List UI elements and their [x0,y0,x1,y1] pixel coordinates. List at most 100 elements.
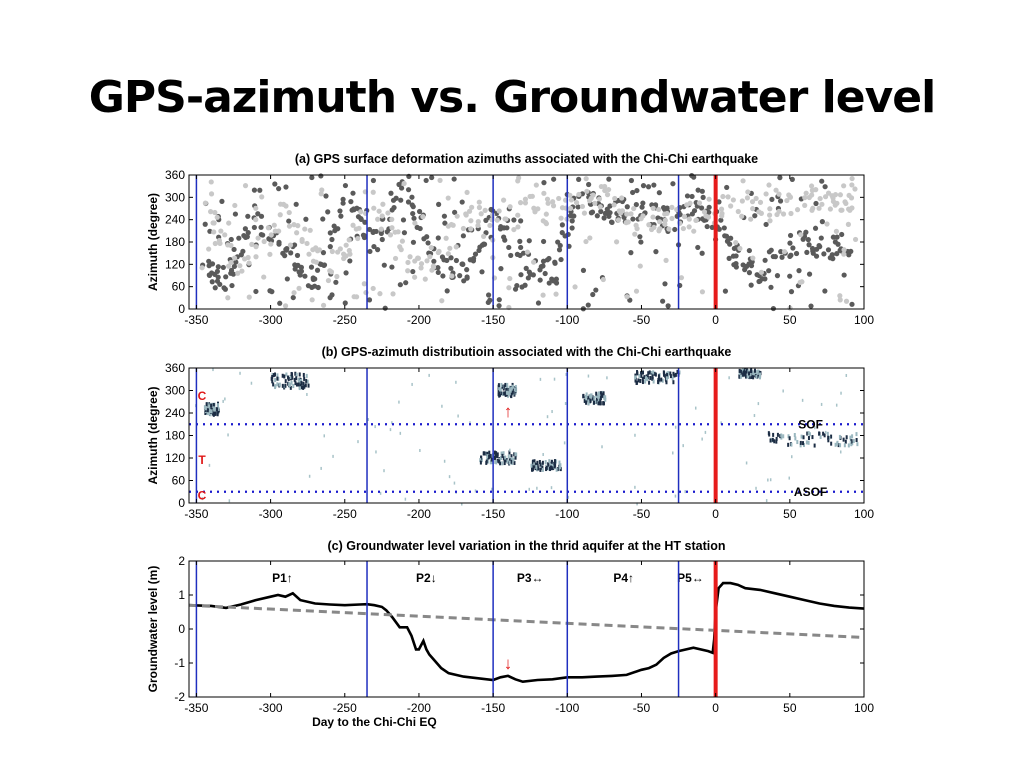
heatmap-cell [660,377,663,382]
scatter-point [410,268,416,275]
scatter-point [321,262,328,268]
scatter-point [410,239,417,245]
heatmap-cell [295,372,298,377]
scatter-point [395,229,401,235]
scatter-point [277,212,283,218]
heatmap-cell [239,371,241,375]
x-tick-label: -100 [555,313,579,327]
scatter-point [409,194,415,200]
scatter-point [537,277,543,283]
heatmap-cell [775,439,778,444]
heatmap-cell [210,409,213,414]
scatter-point [271,222,277,228]
heatmap-cell [398,400,400,404]
scatter-point [209,279,215,285]
scatter-point [660,298,666,304]
heatmap-cell [500,382,503,387]
scatter-point [518,244,524,251]
reference-line-label: ASOF [794,485,827,499]
heatmap-cell [550,459,553,464]
scatter-point [637,234,643,240]
heatmap-cell [250,381,253,385]
heatmap-cell [850,442,853,447]
heatmap-cell [411,382,413,386]
heatmap-cell [502,451,505,456]
scatter-point [535,300,542,306]
y-tick-label: -1 [174,656,185,670]
scatter-point [449,273,455,279]
scatter-point [583,238,589,245]
scatter-point [333,279,339,285]
heatmap-cell [498,386,501,391]
scatter-point [526,238,532,244]
heatmap-cell [744,370,747,375]
x-tick-label: -100 [555,701,579,715]
scatter-point [291,290,297,296]
scatter-point [777,175,783,181]
heatmap-cell [839,450,842,454]
scatter-point [253,217,259,223]
period-label: P5↔ [677,571,704,585]
scatter-point [669,204,675,210]
heatmap-cell [765,499,768,503]
heatmap-cell [676,369,679,374]
scatter-point [370,189,376,195]
y-tick-label: 240 [165,213,185,227]
heatmap-cell [587,374,590,378]
scatter-point [750,206,756,212]
heatmap-cell [419,448,421,452]
heatmap-cell [827,435,830,440]
heatmap-cell [855,438,858,443]
heatmap-cell [758,372,761,377]
heatmap-cell [530,463,533,468]
scatter-point [371,243,377,250]
heatmap-cell [539,377,542,381]
scatter-point [819,219,825,225]
heatmap-cell [555,467,558,472]
heatmap-cell [558,460,561,465]
y-axis-label: Azimuth (degree) [146,386,160,484]
scatter-point [852,186,858,192]
scatter-point [304,240,310,247]
heatmap-cell [485,459,488,464]
heatmap-cell [514,452,517,457]
scatter-point [283,246,289,253]
scatter-point [463,212,469,218]
heatmap-cell [548,459,551,464]
heatmap-cell [208,409,211,414]
heatmap-cell [332,454,334,458]
heatmap-cell [306,379,309,384]
chart-title: (a) GPS surface deformation azimuths ass… [295,152,758,166]
scatter-point [746,270,753,276]
heatmap-cell [489,460,492,465]
scatter-point [630,216,636,222]
scatter-point [691,228,697,234]
y-tick-label: 2 [178,554,185,568]
scatter-point [412,220,418,226]
scatter-point [788,252,794,258]
heatmap-cell [539,462,542,467]
heatmap-cell [652,379,655,384]
scatter-point [253,288,259,295]
scatter-point [415,255,422,261]
scatter-point [739,213,745,219]
scatter-point [821,251,827,257]
scatter-point [294,252,301,259]
heatmap-cell [800,434,803,439]
scatter-point [790,245,796,251]
scatter-point [450,222,456,228]
heatmap-cell [594,399,597,404]
scatter-point [726,255,732,261]
scatter-point [733,260,739,267]
scatter-point [225,263,232,269]
scatter-point [772,254,778,260]
scatter-point [546,280,552,286]
x-tick-label: -100 [555,507,579,521]
scatter-point [329,248,335,255]
scatter-point [454,213,460,219]
heatmap-cell [667,371,670,376]
heatmap-cell [479,460,482,465]
scatter-point [371,228,377,235]
heatmap-cell [500,456,503,461]
scatter-point [232,211,239,217]
